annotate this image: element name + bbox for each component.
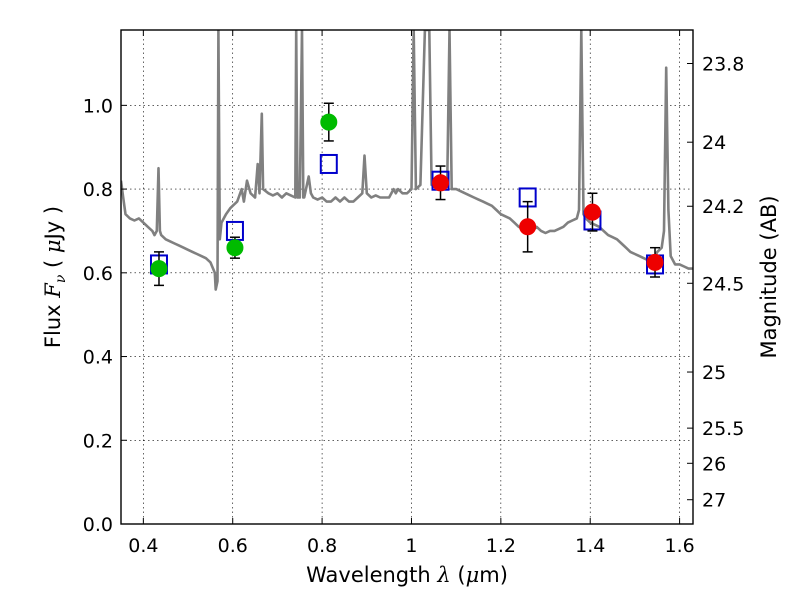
sed-model-line [121,30,693,291]
mag-tick-label: 23.8 [702,53,744,75]
mag-tick-label: 24.5 [702,273,744,295]
photometry-point [432,174,450,192]
x-tick-label: 1.6 [664,535,694,557]
mag-tick-label: 25 [702,362,726,384]
x-tick-label: 1.2 [486,535,516,557]
y-tick-label: 0.6 [83,263,113,285]
x-tick-label: 0.4 [128,535,158,557]
clipped-series [121,30,693,291]
photometry-point [646,253,664,271]
model-photometry-square [319,153,338,174]
ticks: 0.4 0.6 0.8 1 1.2 1.4 1.6 0.0 0.2 0.4 0.6 0.8 1.0 23.… [83,30,744,557]
plot-frame [120,29,694,525]
photometry-point [583,203,601,221]
x-tick-label: 1 [405,535,417,557]
y-tick-label: 0.2 [83,430,113,452]
y-tick-label: 1.0 [83,95,113,117]
photometry-point [226,239,244,257]
x-tick-label: 0.8 [307,535,337,557]
x-tick-label: 0.6 [218,535,248,557]
x-axis-label: Wavelength λ (μm) [306,563,508,587]
y-tick-label: 0.0 [83,514,113,536]
y-tick-label: 0.8 [83,179,113,201]
photometry-point [320,113,338,131]
x-tick-label: 1.4 [575,535,605,557]
data-layer [121,30,693,291]
photometry-point [150,260,168,278]
mag-tick-label: 26 [702,453,726,475]
y-tick-label: 0.4 [83,347,113,369]
y-axis-label: Flux Fν ( μJy ) [41,206,69,348]
mag-tick-label: 24 [702,132,726,154]
mag-tick-label: 25.5 [702,418,744,440]
photometry-point [519,218,537,236]
right-axis-label: Magnitude (AB) [757,195,781,358]
mag-tick-label: 27 [702,490,726,512]
mag-tick-label: 24.2 [702,196,744,218]
